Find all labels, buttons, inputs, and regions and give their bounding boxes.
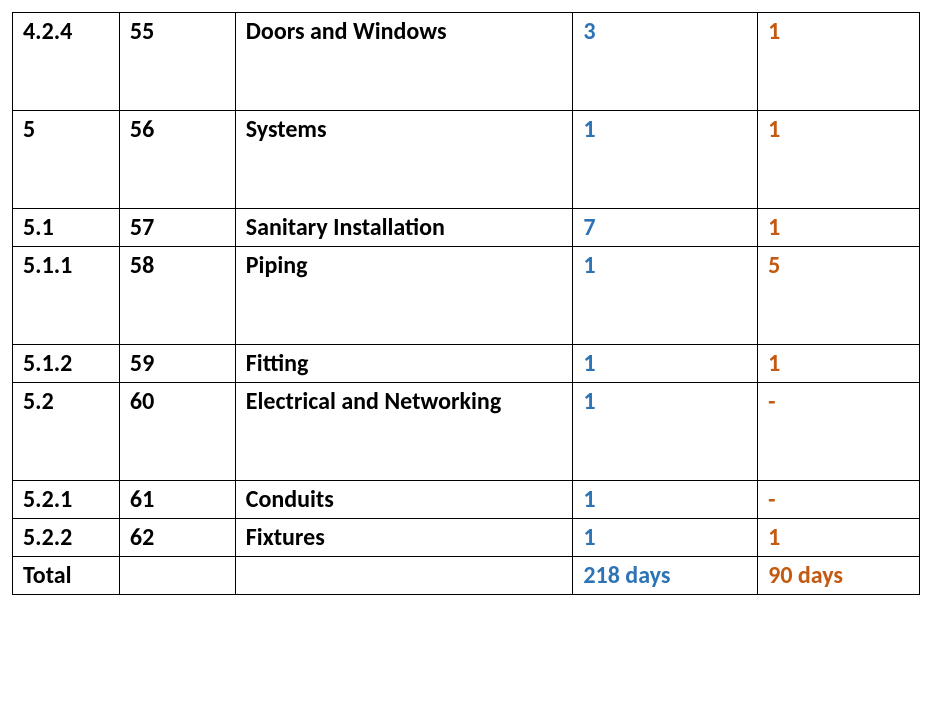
table-row: 5.1 57 Sanitary Installation 7 1 — [13, 209, 920, 247]
cell-id: 59 — [119, 345, 235, 383]
cell-val2: 1 — [758, 209, 920, 247]
cell-id: 56 — [119, 111, 235, 209]
cell-id: 62 — [119, 519, 235, 557]
cell-desc: Fitting — [235, 345, 573, 383]
cell-desc — [235, 557, 573, 595]
cell-val1: 1 — [573, 345, 758, 383]
cell-text: 5.1.1 — [23, 251, 72, 280]
cell-val2: - — [758, 383, 920, 481]
cell-desc: Piping — [235, 247, 573, 345]
cell-val2: 1 — [758, 111, 920, 209]
cell-val1: 1 — [573, 481, 758, 519]
table-row: 5.2.1 61 Conduits 1 - — [13, 481, 920, 519]
table-row: 5 56 Systems 1 1 — [13, 111, 920, 209]
cell-text: 5 — [23, 115, 35, 144]
cell-id — [119, 557, 235, 595]
cell-code: 5.1.2 — [13, 345, 120, 383]
cell-id: 60 — [119, 383, 235, 481]
cell-val2: - — [758, 481, 920, 519]
cell-desc: Systems — [235, 111, 573, 209]
cell-val1: 1 — [573, 247, 758, 345]
cell-id: 55 — [119, 13, 235, 111]
cell-val2: 90 days — [758, 557, 920, 595]
cell-code: 5.2 — [13, 383, 120, 481]
table-row-total: Total 218 days 90 days — [13, 557, 920, 595]
cell-code: 5.2.2 — [13, 519, 120, 557]
cell-id: 58 — [119, 247, 235, 345]
cell-val1: 3 — [573, 13, 758, 111]
cell-code: 5.2.1 — [13, 481, 120, 519]
cell-val1: 218 days — [573, 557, 758, 595]
cell-desc: Fixtures — [235, 519, 573, 557]
cell-val2: 1 — [758, 519, 920, 557]
cell-val2: 5 — [758, 247, 920, 345]
cell-code: 5.1.1 — [13, 247, 120, 345]
cell-desc: Conduits — [235, 481, 573, 519]
cell-code: Total — [13, 557, 120, 595]
cell-text: 4.2.4 — [23, 17, 72, 46]
cell-val2: 1 — [758, 345, 920, 383]
cell-val2: 1 — [758, 13, 920, 111]
cell-desc: Electrical and Networking — [235, 383, 573, 481]
table-row: 5.2.2 62 Fixtures 1 1 — [13, 519, 920, 557]
cell-id: 61 — [119, 481, 235, 519]
cell-val1: 1 — [573, 111, 758, 209]
cell-code: 5 — [13, 111, 120, 209]
cell-val1: 1 — [573, 383, 758, 481]
table-row: 5.2 60 Electrical and Networking 1 - — [13, 383, 920, 481]
cell-val1: 7 — [573, 209, 758, 247]
cell-val1: 1 — [573, 519, 758, 557]
cell-code: 5.1 — [13, 209, 120, 247]
table-row: 5.1.2 59 Fitting 1 1 — [13, 345, 920, 383]
cell-code: 4.2.4 — [13, 13, 120, 111]
table-row: 4.2.4 55 Doors and Windows 3 1 — [13, 13, 920, 111]
cell-text: 5.2 — [23, 387, 54, 416]
cell-desc: Doors and Windows — [235, 13, 573, 111]
table-row: 5.1.1 58 Piping 1 5 — [13, 247, 920, 345]
schedule-table: 4.2.4 55 Doors and Windows 3 1 5 56 Syst… — [12, 12, 920, 595]
table-body: 4.2.4 55 Doors and Windows 3 1 5 56 Syst… — [13, 13, 920, 595]
cell-desc: Sanitary Installation — [235, 209, 573, 247]
cell-id: 57 — [119, 209, 235, 247]
